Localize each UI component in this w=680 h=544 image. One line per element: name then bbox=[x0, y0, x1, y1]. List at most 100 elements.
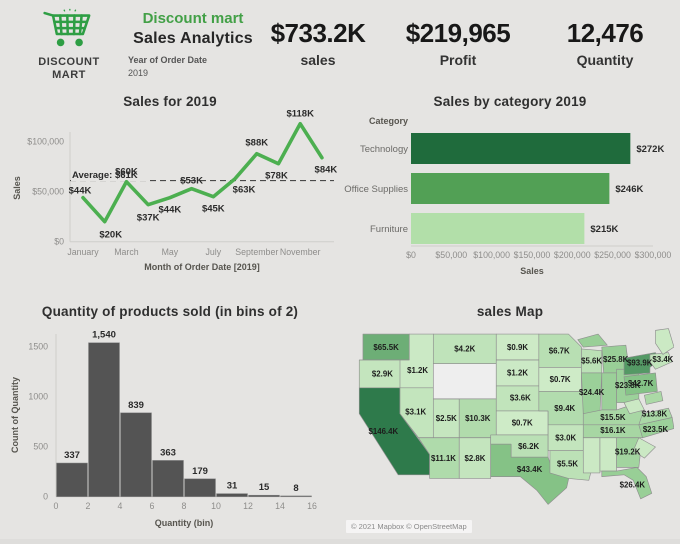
state-WY bbox=[432, 363, 497, 400]
kpi-profit-value: $219,965 bbox=[405, 18, 511, 48]
kpi-quantity-value: 12,476 bbox=[566, 18, 644, 48]
svg-text:$88K: $88K bbox=[245, 138, 268, 149]
state-AZ bbox=[418, 437, 460, 479]
kpi-profit: $219,965 Profit bbox=[388, 18, 528, 68]
svg-text:$2.8K: $2.8K bbox=[464, 454, 485, 463]
svg-text:$26.4K: $26.4K bbox=[620, 481, 646, 490]
svg-text:$63K: $63K bbox=[233, 185, 256, 196]
svg-text:$9.4K: $9.4K bbox=[554, 404, 575, 413]
bar-office-supplies bbox=[411, 173, 610, 204]
quantity-histogram-chart[interactable]: 0 500 1000 1500 Count of Quantity 337 1,540 839… bbox=[0, 318, 340, 544]
svg-text:$5.5K: $5.5K bbox=[557, 459, 578, 468]
kpi-sales-value: $733.2K bbox=[270, 18, 366, 48]
svg-text:$100,000: $100,000 bbox=[27, 137, 64, 147]
svg-text:$37K: $37K bbox=[137, 213, 160, 224]
svg-text:$44K: $44K bbox=[69, 186, 92, 197]
svg-text:1500: 1500 bbox=[28, 342, 48, 352]
svg-text:$44K: $44K bbox=[159, 205, 182, 216]
svg-text:10: 10 bbox=[211, 501, 221, 511]
svg-text:31: 31 bbox=[227, 481, 238, 492]
svg-text:Average: $61K: Average: $61K bbox=[72, 170, 138, 181]
category-sales-bar-chart[interactable]: Category Technology $272K Office Supplies $2… bbox=[340, 108, 680, 298]
svg-text:0: 0 bbox=[43, 492, 48, 502]
svg-text:Furniture: Furniture bbox=[370, 224, 408, 235]
map-title: sales Map bbox=[476, 304, 544, 319]
svg-text:$5.6K: $5.6K bbox=[581, 357, 602, 366]
svg-text:$84K: $84K bbox=[315, 165, 338, 176]
svg-text:0: 0 bbox=[54, 501, 59, 511]
state-MS bbox=[582, 437, 601, 474]
svg-text:179: 179 bbox=[192, 466, 208, 477]
svg-text:8: 8 bbox=[293, 483, 298, 494]
svg-text:November: November bbox=[280, 247, 321, 257]
svg-text:$0: $0 bbox=[54, 237, 64, 247]
sales-choropleth-map[interactable]: $65.5K $2.9K $146.4K $1.2K $3.1K $2.5K $11.1K $… bbox=[350, 320, 674, 512]
svg-text:$20K: $20K bbox=[99, 230, 122, 241]
map-panel: sales Map $65.5K $2.9K $146.4K $1.2K $3.1K $2… bbox=[340, 296, 680, 544]
svg-text:$50,000: $50,000 bbox=[435, 250, 467, 260]
svg-text:12: 12 bbox=[243, 501, 253, 511]
svg-text:6: 6 bbox=[150, 501, 155, 511]
state-MD bbox=[644, 391, 664, 405]
category-bar-panel: Sales by category 2019 Category Technolog… bbox=[340, 86, 680, 298]
svg-text:$250,000: $250,000 bbox=[594, 250, 631, 260]
hist-bar-2 bbox=[88, 342, 120, 497]
svg-text:$146.4K: $146.4K bbox=[368, 427, 398, 436]
category-bar-title: Sales by category 2019 bbox=[433, 94, 587, 109]
state-GA bbox=[616, 437, 641, 468]
svg-text:$200,000: $200,000 bbox=[554, 250, 591, 260]
hist-bar-10 bbox=[216, 493, 248, 497]
svg-text:$3.4K: $3.4K bbox=[652, 355, 673, 364]
svg-text:4: 4 bbox=[118, 501, 123, 511]
svg-text:839: 839 bbox=[128, 400, 144, 411]
svg-text:$272K: $272K bbox=[636, 144, 664, 155]
year-filter-value[interactable]: 2019 bbox=[128, 68, 149, 78]
svg-text:$78K: $78K bbox=[265, 171, 288, 182]
hist-bar-6 bbox=[152, 460, 184, 497]
svg-text:Count of Quantity: Count of Quantity bbox=[10, 377, 20, 453]
state-WV bbox=[623, 398, 645, 415]
svg-text:$42.7K: $42.7K bbox=[628, 379, 654, 388]
svg-text:$2.5K: $2.5K bbox=[436, 414, 457, 423]
state-AL bbox=[599, 437, 617, 472]
svg-text:$93.9K: $93.9K bbox=[627, 359, 653, 368]
svg-text:September: September bbox=[235, 247, 278, 257]
state-TX bbox=[490, 443, 571, 505]
svg-text:March: March bbox=[114, 247, 139, 257]
svg-text:$3.6K: $3.6K bbox=[510, 394, 531, 403]
svg-text:$10.3K: $10.3K bbox=[465, 414, 491, 423]
state-NEN bbox=[655, 328, 674, 355]
monthly-sales-line-chart[interactable]: $0 $50,000 $100,000 January March May July Sept… bbox=[0, 108, 340, 298]
svg-text:$0.7K: $0.7K bbox=[550, 375, 571, 384]
hist-bar-4 bbox=[120, 412, 152, 497]
svg-text:8: 8 bbox=[182, 501, 187, 511]
svg-text:$4.2K: $4.2K bbox=[454, 345, 475, 354]
bottom-edge bbox=[0, 539, 680, 544]
svg-text:$15.5K: $15.5K bbox=[600, 413, 626, 422]
svg-text:$0.7K: $0.7K bbox=[512, 419, 533, 428]
svg-text:$6.7K: $6.7K bbox=[549, 347, 570, 356]
kpi-quantity-label: Quantity bbox=[576, 52, 634, 68]
svg-text:$0: $0 bbox=[406, 250, 416, 260]
svg-text:Sales: Sales bbox=[520, 266, 544, 276]
svg-text:$300,000: $300,000 bbox=[635, 250, 672, 260]
svg-text:Month of Order Date [2019]: Month of Order Date [2019] bbox=[144, 262, 260, 272]
line-chart-panel: Sales for 2019 $0 $50,000 $100,000 January M… bbox=[0, 86, 340, 298]
kpi-sales-label: sales bbox=[300, 52, 336, 68]
svg-text:16: 16 bbox=[307, 501, 317, 511]
svg-text:May: May bbox=[162, 247, 179, 257]
hist-bar-14 bbox=[280, 495, 312, 497]
state-NM bbox=[458, 437, 492, 479]
svg-text:Technology: Technology bbox=[360, 144, 408, 155]
kpi-sales: $733.2K sales bbox=[248, 18, 388, 68]
svg-text:$53K: $53K bbox=[180, 176, 203, 187]
svg-text:14: 14 bbox=[275, 501, 285, 511]
svg-text:$1.2K: $1.2K bbox=[407, 366, 428, 375]
svg-text:2: 2 bbox=[86, 501, 91, 511]
svg-text:$45K: $45K bbox=[202, 204, 225, 215]
kpi-profit-label: Profit bbox=[439, 52, 477, 68]
svg-text:$1.2K: $1.2K bbox=[507, 369, 528, 378]
svg-text:July: July bbox=[205, 247, 221, 257]
line-chart-title: Sales for 2019 bbox=[123, 94, 217, 109]
